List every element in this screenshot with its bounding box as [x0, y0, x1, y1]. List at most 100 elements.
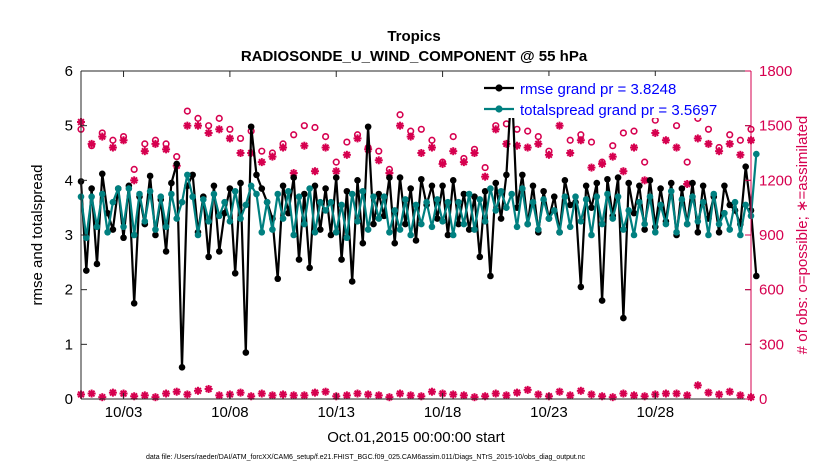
obs-assimilated-point — [204, 128, 213, 137]
spread-point — [136, 190, 143, 198]
spread-point — [109, 198, 117, 206]
spread-point — [274, 190, 282, 198]
obs-possible-point — [322, 133, 330, 141]
spread-point — [120, 223, 127, 231]
spread-point — [535, 226, 542, 233]
rmse-point — [231, 269, 239, 277]
spread-point — [402, 196, 409, 203]
y-axis-label: rmse and totalspread — [29, 165, 46, 306]
spread-point — [162, 223, 170, 231]
obs-assimilated-point — [119, 136, 128, 145]
y2-axis-label: # of obs: o=possible; ∗=assimilated — [794, 116, 811, 355]
spread-point — [114, 185, 122, 192]
rmse-point — [120, 234, 127, 242]
spread-point — [418, 220, 425, 228]
obs-assimilated-point — [523, 143, 532, 152]
x-tick-label: 10/18 — [424, 404, 462, 421]
obs-assimilated-point — [279, 390, 288, 399]
spread-point — [141, 218, 149, 225]
rmse-point — [93, 260, 101, 268]
obs-possible-point — [641, 158, 649, 166]
spread-point — [625, 207, 632, 214]
obs-assimilated-point — [353, 134, 362, 143]
rmse-point — [476, 253, 484, 261]
data-file-footer: data file: /Users/raeder/DAI/ATM_forcXX/… — [146, 454, 586, 461]
spread-point — [152, 226, 159, 233]
spread-point — [332, 228, 340, 236]
obs-possible-point — [141, 140, 149, 148]
rmse-point — [625, 179, 632, 187]
obs-assimilated-point — [523, 385, 532, 394]
spread-point — [646, 193, 654, 201]
rmse-point — [301, 190, 308, 198]
spread-point — [651, 228, 659, 236]
obs-possible-point — [375, 147, 383, 155]
obs-assimilated-point — [502, 391, 511, 400]
obs-possible-point — [481, 163, 489, 172]
rmse-point — [332, 174, 340, 181]
rmse-point — [316, 226, 324, 233]
spread-point — [146, 187, 154, 195]
y2-tick-label: 0 — [759, 391, 767, 408]
spread-point — [620, 226, 627, 233]
rmse-point — [742, 163, 749, 170]
obs-possible-point — [609, 142, 617, 150]
rmse-point — [295, 256, 303, 263]
rmse-point — [402, 220, 409, 228]
spread-point — [375, 215, 383, 222]
obs-assimilated-point — [630, 391, 639, 400]
rmse-point — [253, 171, 260, 179]
spread-point — [604, 190, 611, 198]
rmse-point — [439, 182, 446, 190]
spread-point — [508, 190, 516, 198]
rmse-point — [657, 185, 664, 192]
spread-point — [460, 220, 468, 228]
obs-assimilated-point — [98, 132, 107, 141]
obs-possible-point — [215, 114, 223, 122]
legend-rmse-marker — [495, 84, 503, 92]
rmse-point — [189, 171, 196, 179]
obs-assimilated-point — [608, 393, 617, 402]
chart-marks — [77, 79, 760, 402]
spread-point — [130, 231, 138, 239]
spread-point — [550, 207, 558, 214]
rmse-point — [412, 237, 420, 244]
spread-point — [476, 196, 484, 203]
obs-assimilated-point — [193, 386, 202, 395]
spread-point — [407, 231, 414, 239]
obs-possible-point — [449, 133, 457, 141]
spread-point — [380, 193, 388, 201]
obs-assimilated-point — [183, 121, 192, 130]
spread-point — [285, 187, 292, 195]
rmse-point — [354, 177, 361, 184]
spread-point — [726, 226, 734, 233]
rmse-point — [359, 239, 367, 247]
spread-point — [582, 196, 590, 203]
rmse-point — [588, 204, 595, 211]
rmse-point — [614, 174, 622, 181]
obs-assimilated-point — [683, 391, 692, 400]
legend-rmse-label: rmse grand pr = 3.8248 — [520, 81, 676, 98]
rmse-point — [322, 185, 329, 192]
rmse-point — [168, 179, 175, 187]
obs-assimilated-point — [470, 149, 479, 157]
spread-point — [753, 150, 760, 158]
spread-point — [231, 187, 239, 195]
rmse-point — [98, 170, 106, 178]
spread-point — [444, 198, 452, 206]
y-tick-label: 2 — [65, 282, 73, 299]
spread-point — [226, 218, 234, 225]
obs-assimilated-point — [279, 143, 288, 152]
y2-tick-label: 300 — [759, 336, 784, 353]
obs-assimilated-point — [619, 389, 628, 398]
obs-assimilated-point — [704, 388, 713, 397]
rmse-point — [641, 226, 648, 233]
obs-assimilated-point — [300, 141, 309, 150]
rmse-point — [258, 185, 266, 192]
obs-assimilated-point — [268, 152, 277, 161]
obs-assimilated-point — [215, 125, 224, 134]
obs-assimilated-point — [342, 150, 351, 159]
spread-point — [455, 198, 462, 206]
x-tick-label: 10/03 — [105, 404, 143, 421]
rmse-point — [146, 172, 154, 180]
